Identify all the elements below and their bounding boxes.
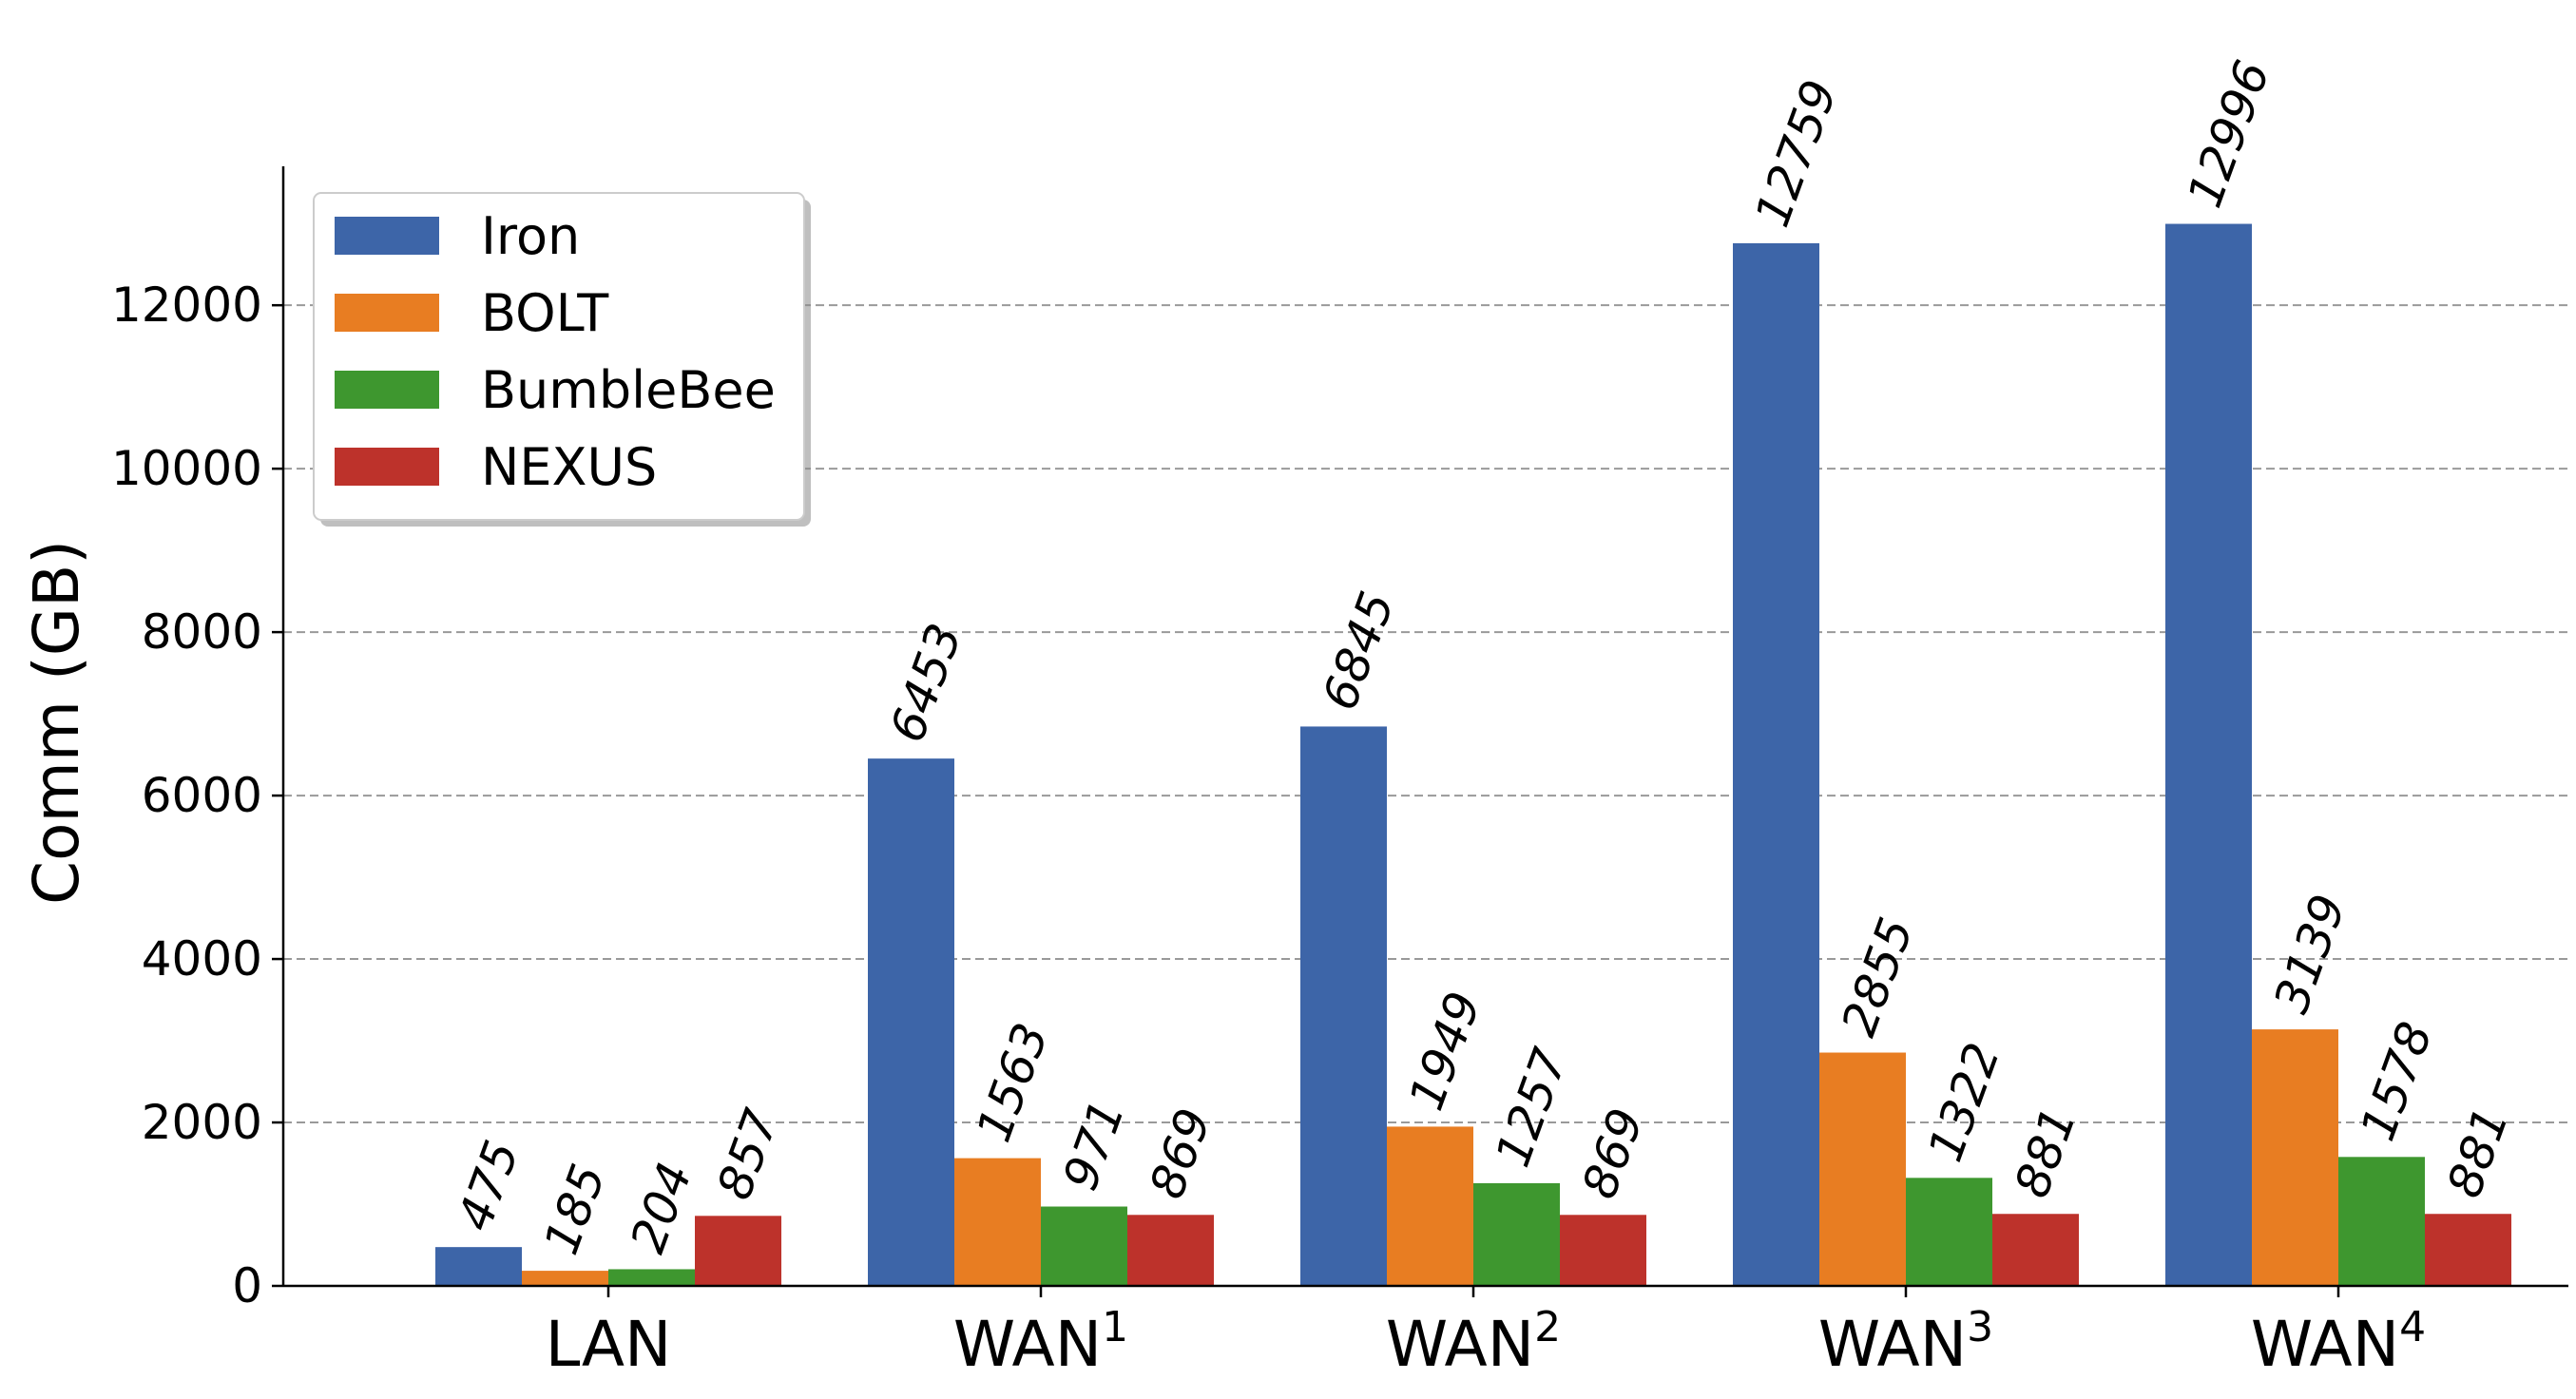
legend: Iron BOLT BumbleBee NEXUS: [313, 192, 811, 527]
x-tick-label: WAN1: [953, 1303, 1128, 1381]
y-tick-label: 0: [232, 1258, 262, 1313]
legend-swatch-bolt: [335, 294, 439, 332]
y-tick-label: 12000: [111, 278, 262, 333]
data-label: 2855: [1831, 910, 1924, 1043]
data-label: 204: [620, 1156, 702, 1260]
data-label: 1563: [966, 1016, 1059, 1148]
bar-iron-2: [868, 758, 954, 1286]
data-label: 881: [2004, 1101, 2086, 1205]
data-label: 881: [2436, 1101, 2519, 1205]
legend-label-bolt: BOLT: [481, 283, 609, 343]
bar-bolt-2: [954, 1158, 1041, 1286]
legend-label-bumblebee: BumbleBee: [481, 360, 776, 420]
bar-nexus-1: [695, 1216, 781, 1286]
bar-iron-3: [1300, 726, 1387, 1286]
data-label: 185: [533, 1158, 616, 1262]
bar-nexus-5: [2425, 1214, 2511, 1286]
bar-nexus-2: [1127, 1215, 1214, 1286]
bar-iron-4: [1733, 242, 1819, 1287]
bar-iron-1: [435, 1247, 522, 1286]
legend-swatch-iron: [335, 217, 439, 255]
bars: [435, 223, 2511, 1287]
bar-bolt-1: [522, 1271, 608, 1286]
y-tick-label: 2000: [142, 1095, 262, 1150]
y-tick-label: 8000: [142, 604, 262, 660]
bar-nexus-3: [1560, 1215, 1646, 1286]
bar-bumblebee-4: [1906, 1178, 1992, 1286]
legend-label-nexus: NEXUS: [481, 437, 657, 497]
bar-bumblebee-2: [1041, 1206, 1127, 1286]
data-label: 857: [706, 1102, 789, 1207]
x-tick-label: WAN4: [2251, 1303, 2426, 1381]
y-ticks: 0 2000 4000 6000 8000 10000 12000: [111, 278, 283, 1313]
data-label: 12996: [2177, 53, 2280, 214]
bar-bumblebee-5: [2338, 1157, 2425, 1286]
bar-nexus-4: [1992, 1214, 2079, 1286]
bar-iron-5: [2165, 223, 2252, 1287]
y-tick-label: 10000: [111, 441, 262, 496]
bar-bolt-5: [2252, 1029, 2338, 1286]
data-label: 1322: [1917, 1036, 2010, 1168]
data-label: 6453: [879, 617, 972, 749]
data-label: 12759: [1744, 73, 1848, 234]
bar-bolt-4: [1819, 1052, 1906, 1286]
data-label: 475: [447, 1134, 529, 1238]
bar-bumblebee-3: [1473, 1182, 1560, 1286]
y-tick-label: 6000: [142, 768, 262, 823]
data-label: 6845: [1312, 585, 1405, 717]
data-label: 869: [1139, 1102, 1221, 1206]
data-label: 1257: [1485, 1041, 1578, 1174]
x-tick-label: WAN2: [1386, 1303, 1561, 1381]
y-tick-label: 4000: [142, 931, 262, 987]
axes: [281, 166, 2568, 1288]
y-axis-title: Comm (GB): [20, 540, 93, 905]
x-ticks: LAN WAN1 WAN2 WAN3 WAN4: [546, 1286, 2426, 1381]
x-tick-label: WAN3: [1818, 1303, 1993, 1381]
bar-bumblebee-1: [608, 1269, 695, 1286]
data-label: 1578: [2350, 1015, 2443, 1147]
data-label: 1949: [1398, 985, 1491, 1117]
data-label: 869: [1571, 1102, 1654, 1206]
legend-label-iron: Iron: [481, 206, 580, 266]
legend-swatch-nexus: [335, 448, 439, 486]
bar-bolt-3: [1387, 1126, 1473, 1286]
data-label: 971: [1052, 1093, 1135, 1198]
legend-box: [313, 192, 805, 521]
data-label: 3139: [2263, 888, 2356, 1020]
legend-swatch-bumblebee: [335, 371, 439, 409]
x-tick-label: LAN: [546, 1308, 672, 1381]
